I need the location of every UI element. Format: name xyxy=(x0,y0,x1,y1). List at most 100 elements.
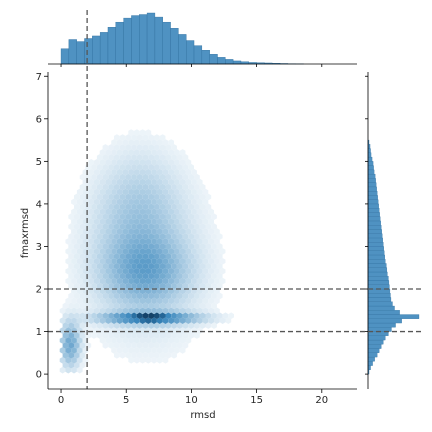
hexbin-cell xyxy=(128,218,134,225)
y-marginal-bar xyxy=(367,195,378,200)
hexbin-cell xyxy=(214,277,220,285)
hexbin-cell xyxy=(168,149,174,156)
hexbin-cell xyxy=(122,188,129,196)
hexbin-cell xyxy=(191,178,197,186)
hexbin-cell xyxy=(119,163,126,171)
hexbin-cell xyxy=(128,149,134,156)
hexbin-cell xyxy=(128,139,134,146)
hexbin-cell xyxy=(145,129,152,136)
hexbin-cell xyxy=(179,168,186,176)
hexbin-cell xyxy=(219,277,226,285)
hexbin-cell xyxy=(116,178,123,186)
hexbin-cell xyxy=(216,243,223,250)
hexbin-cell xyxy=(136,342,143,349)
hexbin-cell xyxy=(79,332,86,339)
hexbin-cell xyxy=(151,198,157,206)
hexbin-cell xyxy=(94,238,100,245)
hexbin-cell xyxy=(131,134,137,141)
hexbin-cell xyxy=(142,253,149,260)
hexbin-cell xyxy=(145,327,152,334)
hexbin-cell xyxy=(179,347,186,354)
hexbin-cell xyxy=(79,262,86,270)
hexbin-cell xyxy=(196,258,203,265)
hexbin-cell xyxy=(94,277,100,285)
hexbin-cell xyxy=(88,159,94,166)
hexbin-cell xyxy=(94,248,100,255)
y-marginal-bar xyxy=(367,203,379,209)
hexbin-cell xyxy=(94,168,100,176)
hexbin-cell xyxy=(182,322,189,329)
hexbin-cell xyxy=(151,139,157,146)
hexbin-cell xyxy=(108,183,114,191)
hexbin-cell xyxy=(65,366,72,374)
hexbin-cell xyxy=(194,243,200,250)
hexbin-cell xyxy=(156,178,163,186)
hexbin-cell xyxy=(168,248,174,255)
hexbin-cell xyxy=(156,327,163,334)
hexbin-cell xyxy=(71,337,77,344)
hexbin-cell xyxy=(134,248,140,255)
hexbin-cell xyxy=(185,248,192,255)
hexbin-cell xyxy=(91,203,97,211)
hexbin-cell xyxy=(196,208,203,216)
hexbin-cell xyxy=(162,159,169,166)
hexbin-cell xyxy=(194,272,200,280)
hexbin-cell xyxy=(176,203,183,211)
hexbin-cell xyxy=(88,228,94,235)
hexbin-cell xyxy=(171,342,177,349)
hexbin-cell xyxy=(179,327,186,334)
hexbin-cell xyxy=(125,332,132,339)
hexbin-cell xyxy=(119,154,126,161)
hexbin-cell xyxy=(211,322,217,329)
hexbin-cell xyxy=(191,228,197,235)
hexbin-cell xyxy=(202,198,209,206)
hexbin-cell xyxy=(179,258,186,265)
hexbin-cell xyxy=(145,277,152,285)
hexbin-cell xyxy=(154,233,160,240)
hexbin-cell xyxy=(94,159,100,166)
hexbin-cell xyxy=(145,139,152,146)
y-marginal-bar xyxy=(367,216,381,222)
hexbin-cell xyxy=(176,282,183,290)
hexbin-cell xyxy=(196,327,203,334)
hexbin-cell xyxy=(71,238,77,245)
hexbin-cell xyxy=(91,163,97,171)
hexbin-cell xyxy=(199,282,206,290)
hexbin-cell xyxy=(74,203,80,211)
hexbin-cell xyxy=(168,238,174,245)
hexbin-cell xyxy=(91,193,97,201)
hexbin-cell xyxy=(185,208,192,216)
hexbin-cell xyxy=(162,317,169,324)
hexbin-cell xyxy=(94,178,100,186)
hexbin-cell xyxy=(111,297,117,305)
hexbin-cell xyxy=(102,154,109,161)
y-axis-label: fmaxrmsd xyxy=(20,208,31,259)
hexbin-cell xyxy=(105,297,112,305)
hexbin-cell xyxy=(188,262,194,270)
hexbin-cell xyxy=(191,248,197,255)
hexbin-cell xyxy=(102,183,109,191)
y-marginal-bar xyxy=(367,161,374,166)
x-marginal-bar xyxy=(92,35,101,65)
hexbin-cell xyxy=(142,163,149,171)
x-tick-label: 5 xyxy=(123,395,129,406)
hexbin-cell xyxy=(202,258,209,265)
hexbin-cell xyxy=(191,208,197,216)
hexbin-cell xyxy=(71,347,77,354)
hexbin-cell xyxy=(136,312,143,319)
hexbin-cell xyxy=(185,277,192,285)
hexbin-cell xyxy=(205,322,212,329)
hexbin-cell xyxy=(119,223,126,230)
y-tick-label: 4 xyxy=(36,199,42,210)
hexbin-cell xyxy=(199,203,206,211)
hexbin-cell xyxy=(128,208,134,216)
hexbin-cell xyxy=(139,228,146,235)
x-marginal-bar xyxy=(84,38,93,65)
hexbin-cell xyxy=(116,248,123,255)
hexbin-cell xyxy=(171,262,177,270)
hexbin-cell xyxy=(96,173,103,181)
hexbin-cell xyxy=(142,262,149,270)
hexbin-cell xyxy=(91,292,97,300)
hexbin-cell xyxy=(159,312,166,319)
hexbin-cell xyxy=(154,292,160,300)
